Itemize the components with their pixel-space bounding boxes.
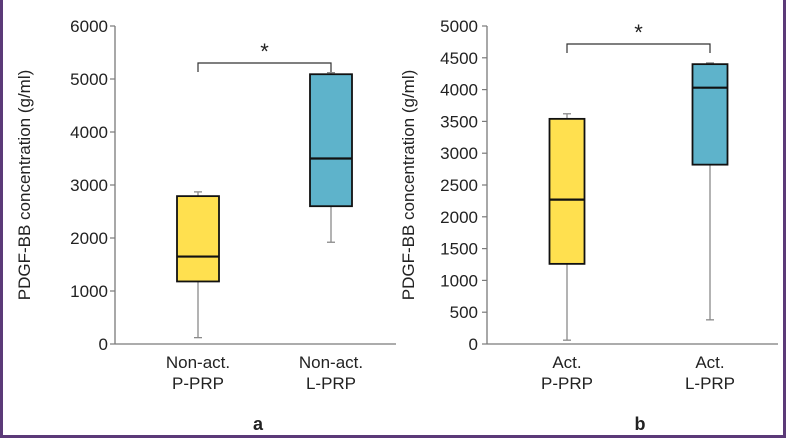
y-tick-label: 0 xyxy=(99,335,108,354)
x-category-label-line: Act. xyxy=(695,353,724,372)
box xyxy=(176,195,220,283)
significance-marker: * xyxy=(634,20,643,45)
x-category-label-line: L-PRP xyxy=(685,374,735,393)
y-tick-label: 0 xyxy=(469,335,478,354)
y-tick-label: 1000 xyxy=(440,271,478,290)
y-tick-label: 5000 xyxy=(70,70,108,89)
y-tick-label: 1500 xyxy=(440,240,478,259)
y-axis-label-a: PDGF-BB concentration (g/ml) xyxy=(15,70,34,301)
box xyxy=(691,63,729,166)
panel-label-a: a xyxy=(253,414,264,434)
panel-label-b: b xyxy=(635,414,646,434)
y-tick-label: 2000 xyxy=(70,229,108,248)
x-category-label-line: P-PRP xyxy=(541,374,593,393)
panel-b: PDGF-BB concentration (g/ml) b 0 500 1000 1… xyxy=(399,17,778,434)
significance-marker: * xyxy=(260,39,269,64)
x-category-label: Act. L-PRP xyxy=(685,353,735,393)
y-tick-label: 2000 xyxy=(440,208,478,227)
significance-bracket xyxy=(197,62,332,72)
y-tick-label: 3500 xyxy=(440,112,478,131)
x-category-label-line: L-PRP xyxy=(306,374,356,393)
y-tick-label: 4000 xyxy=(440,81,478,100)
y-tick-label: 4000 xyxy=(70,123,108,142)
significance-bracket xyxy=(566,43,711,53)
y-tick-label: 3000 xyxy=(440,144,478,163)
x-category-label-line: Non-act. xyxy=(299,353,363,372)
x-category-label: Non-act. L-PRP xyxy=(299,353,363,393)
y-tick-label: 4500 xyxy=(440,49,478,68)
x-category-label-line: P-PRP xyxy=(172,374,224,393)
x-category-label: Act. P-PRP xyxy=(541,353,593,393)
x-category-label-line: Act. xyxy=(552,353,581,372)
x-category-label-line: Non-act. xyxy=(166,353,230,372)
y-tick-label: 500 xyxy=(450,303,478,322)
box xyxy=(309,73,353,208)
box xyxy=(548,117,586,265)
y-axis-label-b: PDGF-BB concentration (g/ml) xyxy=(399,70,418,301)
panel-a: PDGF-BB concentration (g/ml) a 0 1000 2000… xyxy=(15,17,396,434)
y-tick-label: 2500 xyxy=(440,176,478,195)
y-tick-label: 1000 xyxy=(70,282,108,301)
y-tick-label: 6000 xyxy=(70,17,108,36)
y-tick-label: 5000 xyxy=(440,17,478,36)
x-category-label: Non-act. P-PRP xyxy=(166,353,230,393)
y-tick-label: 3000 xyxy=(70,176,108,195)
